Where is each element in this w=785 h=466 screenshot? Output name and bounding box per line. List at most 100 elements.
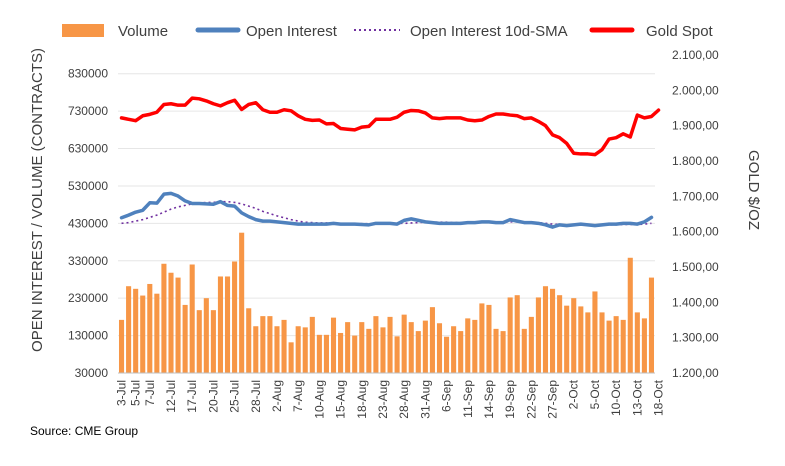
volume-bar (260, 316, 266, 373)
volume-bar (542, 286, 549, 373)
x-tick-label: 23-Aug (376, 380, 390, 419)
y-left-tick-label: 830000 (68, 67, 108, 81)
x-tick-label: 2-Aug (270, 380, 284, 412)
volume-bar (274, 326, 280, 373)
x-tick-label: 12-Jul (164, 380, 178, 413)
volume-bar (246, 308, 252, 373)
volume-bar (133, 288, 139, 373)
y-right-tick-label: 1.200,00 (672, 366, 719, 380)
volume-bar (281, 319, 287, 373)
volume-bar (345, 322, 351, 373)
volume-bar (444, 336, 450, 373)
volume-bar (394, 336, 400, 373)
volume-bar (436, 323, 443, 373)
x-tick-label: 27-Sep (546, 380, 560, 419)
volume-bar (458, 331, 464, 373)
gold-spot-line (119, 96, 661, 157)
volume-bar (373, 316, 379, 373)
volume-bar (189, 264, 195, 373)
y-right-tick-label: 1.600,00 (672, 225, 719, 239)
y-left-tick-label: 230000 (68, 291, 108, 305)
source-note: Source: CME Group (30, 424, 139, 438)
legend-volume-label: Volume (118, 23, 168, 40)
y-left-tick-label: 330000 (68, 254, 108, 268)
y-right-tick-label: 1.800,00 (672, 154, 719, 168)
volume-bar (620, 319, 626, 373)
volume-bar (507, 297, 513, 373)
volume-bar (182, 304, 188, 373)
x-tick-label: 11-Sep (461, 380, 475, 418)
legend-open-interest-label: Open Interest (246, 23, 338, 40)
y-axis-left-title: OPEN INTEREST / VOLUME (CONTRACTS) (29, 48, 46, 352)
volume-bar (415, 331, 421, 373)
volume-bar (606, 320, 612, 373)
legend-oi-sma-label: Open Interest 10d-SMA (410, 23, 568, 40)
volume-bar (154, 293, 160, 373)
x-tick-label: 10-Oct (609, 379, 623, 416)
y-right-tick-label: 1.400,00 (672, 295, 719, 309)
volume-bar (599, 312, 605, 373)
volume-bar (302, 327, 308, 373)
y-left-tick-label: 130000 (68, 329, 108, 343)
x-tick-label: 19-Sep (503, 380, 517, 419)
volume-bar (585, 312, 591, 373)
y-right-tick-label: 1.900,00 (672, 119, 719, 133)
y-right-tick-label: 2.100,00 (672, 48, 719, 62)
y-left-tick-label: 530000 (68, 179, 108, 193)
x-tick-label: 7-Aug (291, 380, 305, 412)
volume-bar (140, 295, 146, 373)
volume-bar (330, 317, 337, 373)
volume-bar (648, 277, 655, 373)
volume-bar (528, 316, 534, 373)
volume-bar (323, 334, 329, 373)
volume-bar (422, 320, 428, 373)
volume-bar (118, 319, 125, 373)
volume-bar (571, 298, 577, 373)
volume-bar (550, 288, 556, 373)
y-right-tick-label: 1.500,00 (672, 260, 719, 274)
y-axis-right-ticks: 1.200,00 1.300,00 1.400,00 1.500,00 1.600,00… (672, 48, 719, 380)
x-tick-label: 10-Aug (312, 380, 326, 419)
legend-gold-spot-label: Gold Spot (646, 23, 714, 40)
x-tick-label: 6-Sep (440, 380, 454, 412)
volume-bar (126, 286, 132, 373)
volume-bar (316, 334, 322, 373)
volume-bar (267, 316, 273, 373)
volume-bar (295, 326, 301, 373)
y-axis-left-ticks: 30000 130000 230000 330000 430000 530000 63000… (68, 67, 108, 380)
volume-bar (161, 263, 167, 373)
volume-bars (118, 232, 655, 373)
volume-bar (613, 316, 619, 373)
volume-bar (472, 319, 478, 373)
x-tick-label: 5-Oct (588, 379, 602, 409)
volume-bar (288, 342, 294, 373)
volume-bar (592, 291, 598, 373)
y-right-tick-label: 1.700,00 (672, 189, 719, 203)
volume-bar (521, 328, 527, 373)
volume-bar (224, 276, 231, 373)
volume-bar (147, 283, 153, 373)
volume-bar (232, 261, 238, 373)
volume-bar (210, 310, 216, 373)
volume-bar (203, 298, 209, 373)
x-axis-ticks: 3-Jul 5-Jul 7-Jul 12-Jul 17-Jul 20-Jul 25-Jul 2… (115, 379, 666, 418)
volume-bar (486, 304, 492, 373)
volume-bar (380, 327, 386, 373)
x-tick-label: 15-Aug (334, 380, 348, 419)
x-tick-label: 18-Aug (355, 380, 369, 419)
volume-bar (309, 316, 315, 373)
x-tick-label: 18-Oct (652, 379, 666, 416)
volume-bar (557, 295, 563, 373)
y-left-tick-label: 30000 (75, 366, 109, 380)
x-tick-label: 28-Jul (249, 380, 263, 413)
volume-bar (634, 312, 640, 373)
volume-bar (217, 276, 223, 373)
series-lines (119, 96, 661, 229)
x-tick-label: 31-Aug (418, 380, 432, 419)
volume-bar (352, 335, 358, 373)
volume-bar (196, 310, 202, 373)
y-left-tick-label: 730000 (68, 104, 108, 118)
x-tick-label: 2-Oct (567, 379, 581, 409)
x-tick-label: 3-Jul (115, 380, 129, 406)
